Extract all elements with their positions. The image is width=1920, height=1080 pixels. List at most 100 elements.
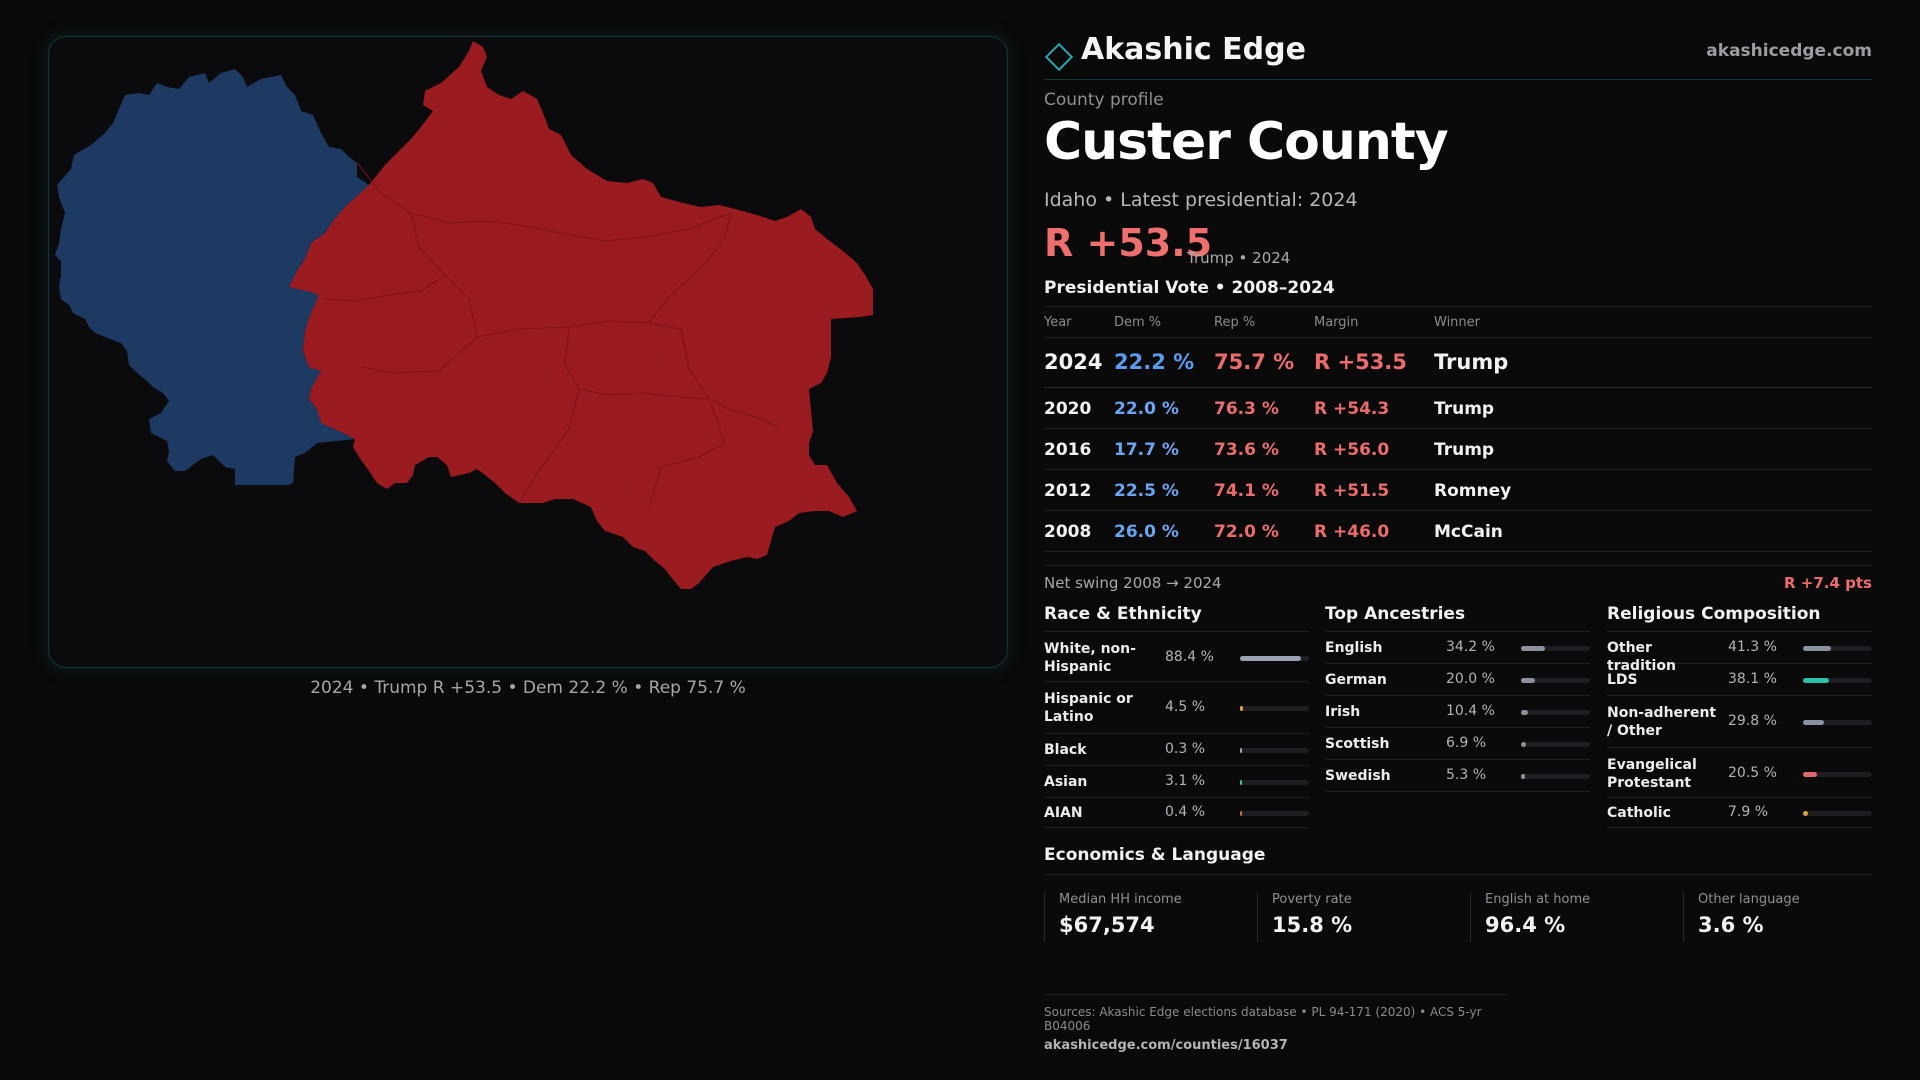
bar-track [1240, 811, 1309, 816]
list-item: Other tradition 41.3 % [1607, 632, 1872, 674]
county-page-link[interactable]: akashicedge.com/counties/16037 [1044, 1038, 1288, 1053]
list-item: English 34.2 % [1325, 632, 1590, 664]
county-map-panel[interactable] [48, 36, 1008, 668]
table-row[interactable]: 2024 22.2 % 75.7 % R +53.5 Trump [1044, 338, 1872, 388]
bar-value: 6.9 % [1446, 735, 1487, 751]
bar-value: 10.4 % [1446, 703, 1495, 719]
bar-track [1803, 678, 1872, 683]
cell-margin: R +46.0 [1314, 522, 1390, 542]
bar-track [1803, 720, 1872, 725]
cell-rep: 73.6 % [1214, 440, 1279, 460]
stat-label: Poverty rate [1272, 892, 1352, 907]
county-precinct-map[interactable] [49, 37, 1008, 668]
list-item: LDS 38.1 % [1607, 664, 1872, 696]
bar-track [1521, 742, 1590, 747]
stat-english-at-home: English at home 96.4 % [1470, 892, 1670, 942]
list-item: Scottish 6.9 % [1325, 728, 1590, 760]
table-row[interactable]: 2020 22.0 % 76.3 % R +54.3 Trump [1044, 388, 1872, 429]
cell-winner: Trump [1434, 399, 1495, 419]
cell-year: 2020 [1044, 399, 1092, 419]
bar-value: 88.4 % [1165, 649, 1214, 665]
brand-url-link[interactable]: akashicedge.com [1706, 41, 1872, 61]
bar-fill [1521, 742, 1526, 747]
bar-track [1521, 646, 1590, 651]
stat-value: 3.6 % [1698, 913, 1764, 937]
bar-label: Catholic [1607, 805, 1671, 821]
precinct-dem-west[interactable] [55, 69, 369, 485]
precinct-boundaries [324, 162, 780, 508]
headline-margin: R +53.5 [1044, 221, 1213, 265]
bar-track [1240, 748, 1309, 753]
cell-margin: R +53.5 [1314, 350, 1407, 374]
table-header-row: Year Dem % Rep % Margin Winner [1044, 306, 1872, 338]
bar-value: 5.3 % [1446, 767, 1487, 783]
bar-track [1521, 710, 1590, 715]
bar-value: 20.5 % [1728, 765, 1777, 781]
brand-name[interactable]: Akashic Edge [1081, 32, 1306, 67]
bar-fill [1240, 780, 1242, 785]
list-item: Catholic 7.9 % [1607, 798, 1872, 828]
cell-dem: 22.0 % [1114, 399, 1179, 419]
religion-heading: Religious Composition [1607, 600, 1872, 632]
ancestries-section: Top Ancestries English 34.2 % German 20.… [1325, 600, 1590, 792]
bar-label: German [1325, 672, 1387, 688]
bar-fill [1240, 706, 1243, 711]
bar-label: Black [1044, 742, 1087, 758]
bar-fill [1803, 720, 1824, 725]
vote-table-heading: Presidential Vote • 2008–2024 [1044, 278, 1335, 298]
stat-label: Other language [1698, 892, 1800, 907]
bar-value: 7.9 % [1728, 804, 1769, 820]
column-header-margin: Margin [1314, 315, 1359, 330]
bar-fill [1803, 772, 1817, 777]
list-item: Black 0.3 % [1044, 734, 1309, 766]
list-item: Asian 3.1 % [1044, 766, 1309, 798]
column-header-rep: Rep % [1214, 315, 1256, 330]
list-item: Hispanic or Latino 4.5 % [1044, 682, 1309, 734]
cell-rep: 74.1 % [1214, 481, 1279, 501]
column-header-winner: Winner [1434, 315, 1481, 330]
cell-year: 2012 [1044, 481, 1092, 501]
stat-median-income: Median HH income $67,574 [1044, 892, 1244, 942]
table-row[interactable]: 2016 17.7 % 73.6 % R +56.0 Trump [1044, 429, 1872, 470]
net-swing-value: R +7.4 pts [1784, 574, 1872, 592]
sources-text: Sources: Akashic Edge elections database… [1044, 1005, 1482, 1033]
cell-margin: R +54.3 [1314, 399, 1390, 419]
bar-track [1803, 646, 1872, 651]
economics-heading: Economics & Language [1044, 845, 1872, 875]
page-subtitle: Idaho • Latest presidential: 2024 [1044, 189, 1358, 211]
bar-value: 29.8 % [1728, 713, 1777, 729]
sources-footer: Sources: Akashic Edge elections database… [1044, 994, 1508, 1053]
ancestries-heading: Top Ancestries [1325, 600, 1590, 632]
bar-fill [1521, 774, 1525, 779]
bar-value: 38.1 % [1728, 671, 1777, 687]
bar-label: Other tradition [1607, 640, 1676, 674]
bar-fill [1803, 646, 1831, 651]
list-item: Non-adherent / Other 29.8 % [1607, 696, 1872, 748]
bar-track [1521, 774, 1590, 779]
table-row[interactable]: 2012 22.5 % 74.1 % R +51.5 Romney [1044, 470, 1872, 511]
map-caption: 2024 • Trump R +53.5 • Dem 22.2 % • Rep … [310, 678, 746, 698]
bar-value: 20.0 % [1446, 671, 1495, 687]
cell-winner: McCain [1434, 522, 1503, 542]
bar-value: 3.1 % [1165, 773, 1206, 789]
cell-year: 2008 [1044, 522, 1092, 542]
cell-winner: Trump [1434, 440, 1495, 460]
list-item: White, non-Hispanic 88.4 % [1044, 632, 1309, 682]
net-swing-row: Net swing 2008 → 2024 R +7.4 pts [1044, 565, 1872, 592]
bar-track [1803, 811, 1872, 816]
presidential-vote-table: Year Dem % Rep % Margin Winner 2024 22.2… [1044, 306, 1872, 552]
cell-dem: 17.7 % [1114, 440, 1179, 460]
headline-margin-note: Trump • 2024 [1187, 249, 1291, 267]
stat-label: Median HH income [1059, 892, 1182, 907]
table-row[interactable]: 2008 26.0 % 72.0 % R +46.0 McCain [1044, 511, 1872, 552]
bar-fill [1240, 656, 1301, 661]
bar-label: Irish [1325, 704, 1361, 720]
bar-fill [1521, 710, 1528, 715]
stat-other-language: Other language 3.6 % [1683, 892, 1883, 942]
cell-dem: 22.5 % [1114, 481, 1179, 501]
bar-track [1240, 706, 1309, 711]
bar-label: Swedish [1325, 768, 1391, 784]
cell-year: 2024 [1044, 350, 1103, 374]
precinct-rep-east[interactable] [289, 41, 873, 589]
page-title: Custer County [1044, 112, 1449, 172]
